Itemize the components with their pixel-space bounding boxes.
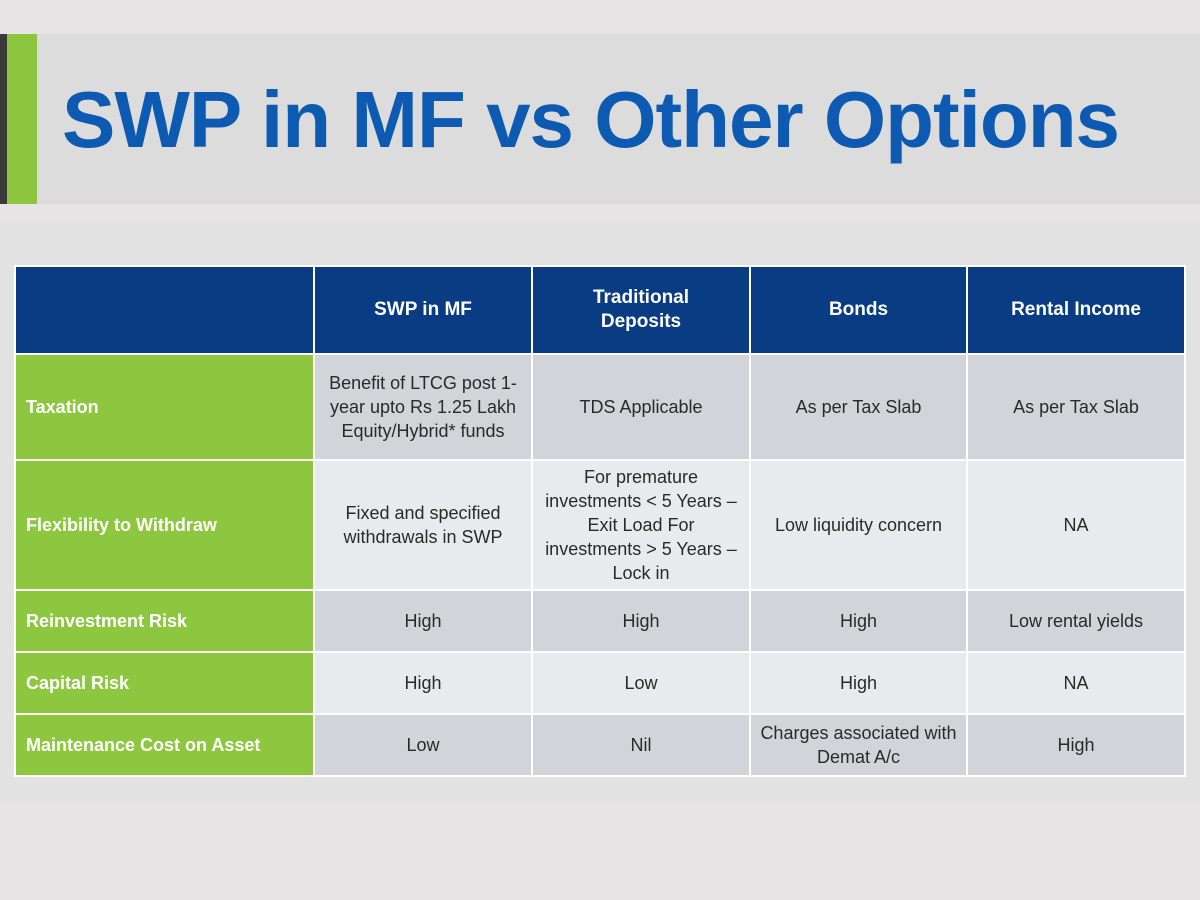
- header-bonds: Bonds: [749, 265, 968, 355]
- table-cell: For premature investments < 5 Years – Ex…: [531, 459, 751, 591]
- table-cell: High: [749, 651, 968, 715]
- table-cell: Low: [313, 713, 533, 777]
- row-label: Taxation: [14, 353, 315, 461]
- table-cell: High: [749, 589, 968, 653]
- table-row: Capital Risk High Low High NA: [14, 651, 1186, 715]
- table-header-row: SWP in MF Traditional Deposits Bonds Ren…: [14, 265, 1186, 355]
- table-cell: As per Tax Slab: [966, 353, 1186, 461]
- table-cell: NA: [966, 651, 1186, 715]
- table-cell: As per Tax Slab: [749, 353, 968, 461]
- table-cell: High: [966, 713, 1186, 777]
- header-rental: Rental Income: [966, 265, 1186, 355]
- table-cell: High: [531, 589, 751, 653]
- table-cell: Low: [531, 651, 751, 715]
- table-cell: Low liquidity concern: [749, 459, 968, 591]
- table-cell: NA: [966, 459, 1186, 591]
- header-deposits: Traditional Deposits: [531, 265, 751, 355]
- title-banner: SWP in MF vs Other Options: [0, 34, 1200, 204]
- table-cell: High: [313, 651, 533, 715]
- accent-strip-dark: [0, 34, 7, 204]
- page-title: SWP in MF vs Other Options: [62, 75, 1120, 164]
- row-label: Maintenance Cost on Asset: [14, 713, 315, 777]
- table-row: Flexibility to Withdraw Fixed and specif…: [14, 459, 1186, 591]
- row-label: Capital Risk: [14, 651, 315, 715]
- table-cell: TDS Applicable: [531, 353, 751, 461]
- table-cell: Low rental yields: [966, 589, 1186, 653]
- table-row: Taxation Benefit of LTCG post 1-year upt…: [14, 353, 1186, 461]
- table-cell: Fixed and specified withdrawals in SWP: [313, 459, 533, 591]
- accent-strip-green: [7, 34, 37, 204]
- table-row: Reinvestment Risk High High High Low ren…: [14, 589, 1186, 653]
- comparison-table: SWP in MF Traditional Deposits Bonds Ren…: [14, 265, 1186, 777]
- table-cell: Benefit of LTCG post 1-year upto Rs 1.25…: [313, 353, 533, 461]
- header-swp: SWP in MF: [313, 265, 533, 355]
- table-cell: Charges associated with Demat A/c: [749, 713, 968, 777]
- row-label: Reinvestment Risk: [14, 589, 315, 653]
- table-cell: Nil: [531, 713, 751, 777]
- table-row: Maintenance Cost on Asset Low Nil Charge…: [14, 713, 1186, 777]
- row-label: Flexibility to Withdraw: [14, 459, 315, 591]
- table-cell: High: [313, 589, 533, 653]
- header-blank: [14, 265, 315, 355]
